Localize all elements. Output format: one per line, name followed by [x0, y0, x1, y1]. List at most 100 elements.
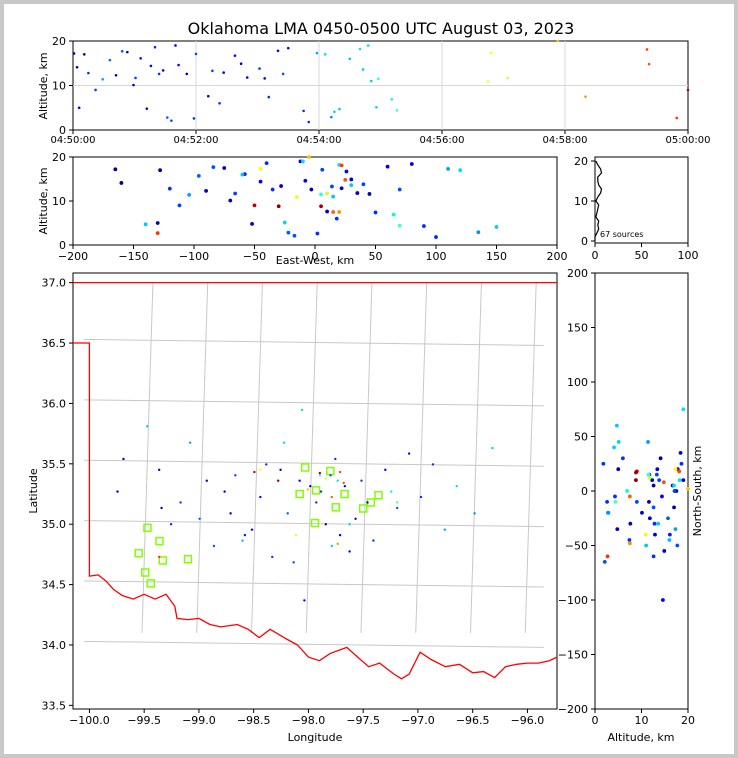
ew-tick-label: 100	[426, 250, 447, 263]
ew-altitude-point	[222, 166, 227, 170]
time-altitude-point	[94, 88, 97, 92]
county-line	[360, 282, 373, 633]
plan-view-point	[354, 517, 357, 521]
time-altitude-point	[239, 62, 243, 65]
ew-altitude-ylabel: Altitude, km	[37, 167, 50, 234]
time-altitude-point	[375, 106, 378, 109]
time-altitude-point	[87, 71, 90, 75]
time-altitude-point	[139, 57, 142, 60]
plan-view-point	[157, 468, 161, 472]
plan-view-point	[318, 471, 322, 475]
ns-tick-label: −100	[558, 594, 588, 607]
altitude-ns-point	[628, 521, 633, 526]
altitude-ns-point	[646, 440, 650, 444]
ew-altitude-point	[344, 169, 349, 174]
plan-view-point	[348, 523, 351, 526]
lma-station-marker	[295, 489, 304, 499]
county-line	[83, 580, 544, 588]
longitude-tick-label: −100.0	[69, 714, 110, 727]
ns-tick-label: 100	[567, 376, 588, 389]
time-altitude-point	[369, 79, 373, 83]
ew-altitude-point	[292, 233, 297, 238]
ew-altitude-point	[494, 225, 499, 229]
altitude-ns-point	[634, 470, 638, 475]
county-line	[524, 282, 537, 633]
altitude-ns-point	[655, 467, 660, 472]
ew-altitude-point	[397, 187, 402, 192]
latitude-tick-label: 37.0	[42, 277, 67, 290]
time-altitude-point	[194, 52, 198, 56]
lma-station-marker	[155, 536, 164, 546]
time-altitude-point	[211, 69, 214, 73]
plan-view-point	[396, 501, 399, 504]
time-altitude-point	[192, 117, 196, 120]
ew-tick-label: 50	[369, 250, 383, 263]
lma-station-marker	[374, 490, 383, 500]
altitude-ns-point	[660, 598, 665, 602]
time-altitude-point	[361, 68, 365, 71]
ew-altitude-point	[373, 210, 378, 215]
altitude-ns-point	[686, 486, 690, 491]
lma-station-marker	[158, 556, 168, 565]
plan-view-point	[160, 506, 163, 510]
ew-altitude-point	[228, 198, 233, 203]
time-tick-label: 04:54:00	[297, 135, 342, 146]
county-line	[83, 459, 544, 467]
altitude-ns-point	[658, 456, 663, 461]
plan-view-point	[223, 490, 226, 493]
time-altitude-point	[486, 80, 490, 83]
figure-frame: Oklahoma LMA 0450-0500 UTC August 03, 20…	[4, 4, 734, 754]
plan-view-point	[338, 470, 342, 474]
ew-altitude-point	[434, 235, 438, 239]
lma-station-marker	[331, 503, 341, 512]
county-line	[469, 282, 482, 633]
time-altitude-point	[207, 94, 210, 98]
ew-altitude-point	[320, 167, 325, 172]
altitude-tick-label: 10	[52, 195, 66, 208]
time-altitude-point	[166, 116, 169, 119]
longitude-tick-label: −97.0	[401, 714, 435, 727]
altitude-ns-xlabel: Altitude, km	[607, 731, 674, 744]
ew-tick-label: −150	[118, 250, 148, 263]
altitude-ns-point	[647, 516, 652, 521]
altitude-ns-point	[651, 483, 656, 488]
ew-altitude-point	[282, 220, 287, 225]
lma-station-marker	[183, 554, 193, 564]
ew-altitude-point	[319, 192, 323, 197]
plan-view-point	[342, 481, 345, 485]
time-altitude-point	[101, 77, 105, 81]
plan-view-point	[338, 533, 342, 537]
plan-view-point	[276, 479, 280, 482]
count-altitude-panel: 0 50 100 0 10 20 67 sources	[574, 155, 699, 262]
altitude-ns-point	[650, 478, 655, 482]
ew-altitude-point	[391, 212, 396, 217]
altitude-ns-point	[627, 541, 632, 546]
altitude-ns-point	[672, 483, 676, 488]
altitude-tick-label: 10	[574, 195, 588, 208]
ew-altitude-point	[422, 224, 426, 228]
ew-altitude-point	[155, 221, 160, 225]
plan-view-point	[318, 474, 322, 477]
lma-station-marker	[311, 486, 321, 495]
time-altitude-point	[348, 57, 352, 61]
time-altitude-point	[647, 62, 651, 66]
plan-view-point	[243, 533, 247, 537]
time-altitude-point	[263, 77, 266, 80]
plan-view-point	[116, 490, 119, 493]
ew-altitude-point	[196, 174, 201, 178]
plan-view-point	[303, 599, 306, 602]
time-altitude-point	[330, 115, 333, 119]
ew-altitude-point	[233, 191, 238, 196]
time-altitude-panel: 04:50:00 04:52:00 04:54:00 04:56:00 04:58:00…	[37, 35, 710, 146]
ew-altitude-point	[330, 184, 334, 189]
time-altitude-point	[72, 52, 76, 55]
altitude-ns-point	[651, 554, 656, 559]
ew-altitude-point	[167, 186, 172, 191]
plan-view-point	[309, 484, 312, 488]
ew-altitude-point	[325, 209, 329, 214]
plan-view-point	[292, 561, 295, 564]
ew-altitude-point	[252, 203, 257, 208]
plan-view-point	[336, 542, 339, 546]
plan-view-point	[259, 495, 262, 499]
altitude-tick-label: 20	[681, 714, 695, 727]
